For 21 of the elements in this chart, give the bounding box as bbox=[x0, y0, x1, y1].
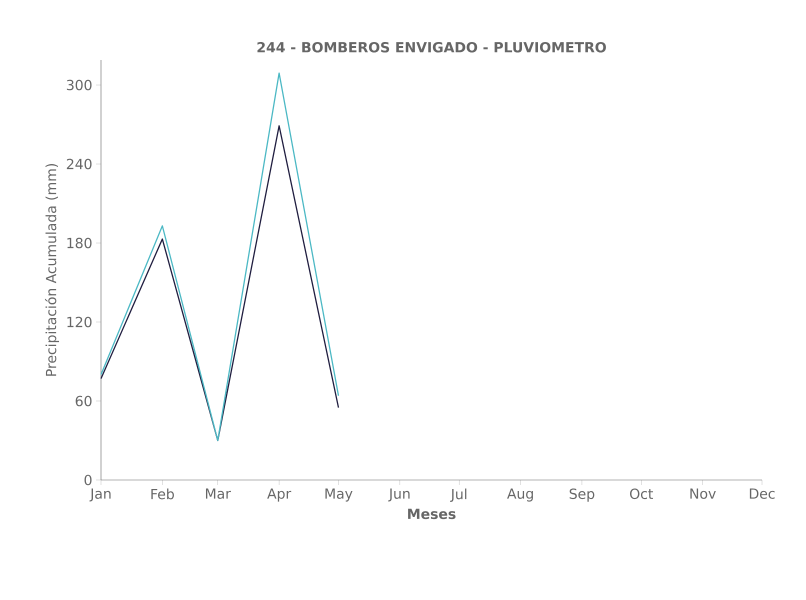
y-tick-label: 60 bbox=[76, 396, 92, 406]
y-tick-label: 300 bbox=[66, 80, 92, 90]
y-tick-label: 240 bbox=[66, 158, 92, 170]
x-tick-label: Nov bbox=[690, 488, 716, 499]
x-tick-label: Jun bbox=[388, 488, 410, 502]
y-axis-title: Precipitación Acumulada (mm) bbox=[44, 164, 60, 376]
x-axis-title: Meses bbox=[408, 508, 456, 520]
y-tick-label: 120 bbox=[67, 316, 92, 328]
x-tick-label: May bbox=[325, 488, 352, 502]
x-tick-label: Dec bbox=[750, 488, 775, 499]
chart-title: 244 - BOMBEROS ENVIGADO - PLUVIOMETRO bbox=[257, 42, 606, 53]
y-tick-label: 0 bbox=[84, 474, 92, 486]
x-tick-label: Sep bbox=[570, 488, 594, 502]
x-tick-label: Apr bbox=[267, 488, 292, 502]
x-tick-label: Jul bbox=[450, 488, 466, 502]
x-tick-label: Feb bbox=[151, 488, 174, 500]
y-tick-label: 180 bbox=[67, 238, 92, 248]
x-tick-label: Jan bbox=[90, 488, 111, 502]
x-tick-label: Mar bbox=[206, 488, 231, 499]
x-tick-label: Aug bbox=[507, 488, 533, 502]
x-tick-label: Oct bbox=[630, 488, 654, 500]
